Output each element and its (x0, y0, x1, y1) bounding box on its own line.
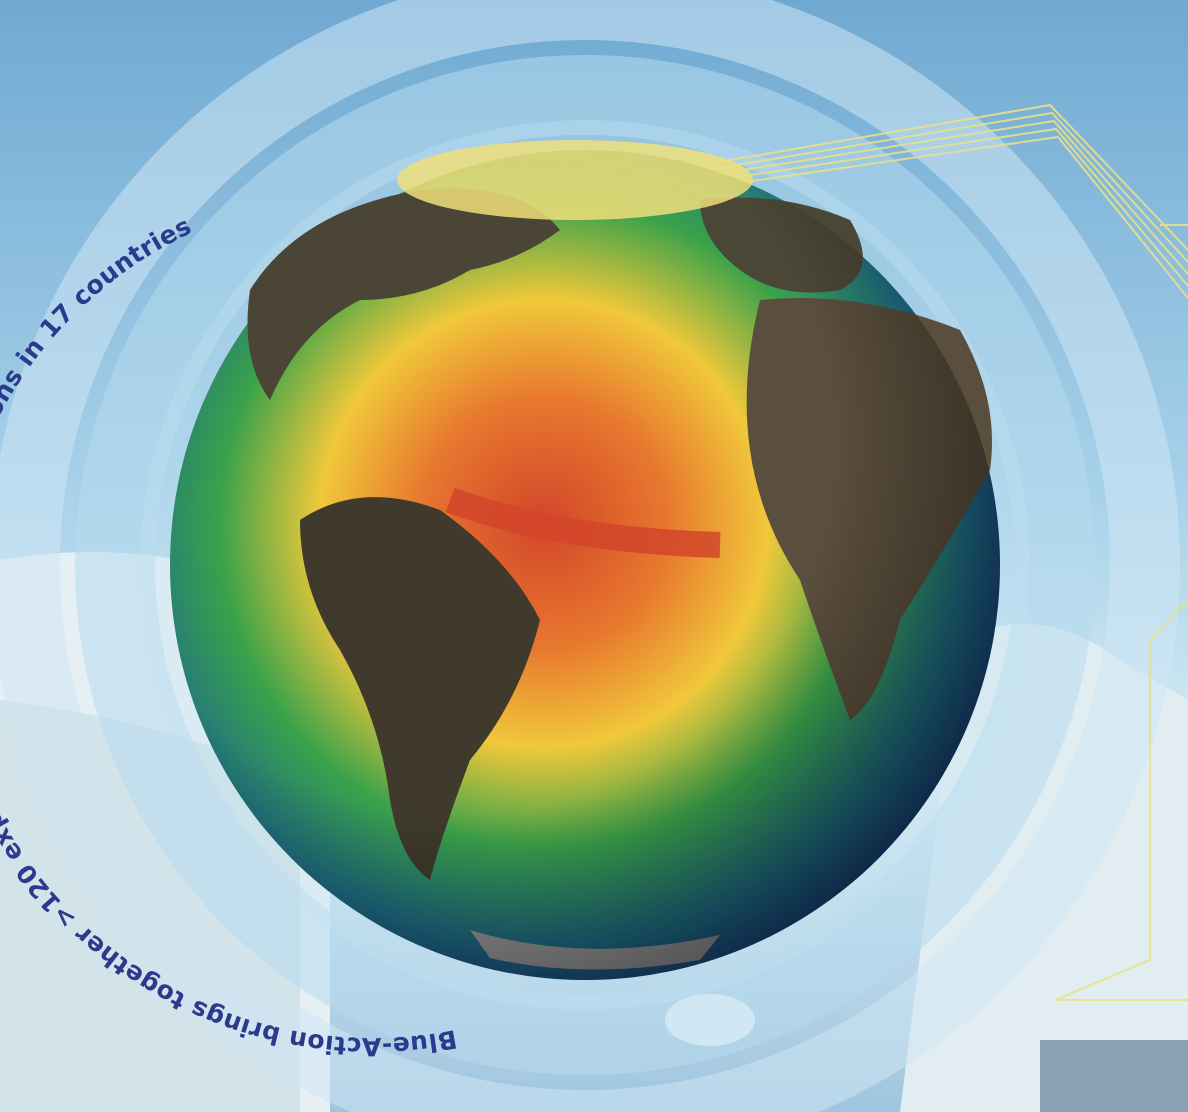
dark-corner-rock (1040, 1040, 1188, 1112)
middle-ring (75, 55, 1095, 1075)
circuit-lines-decoration (584, 103, 1188, 1001)
earth-globe-icon (170, 140, 1000, 980)
